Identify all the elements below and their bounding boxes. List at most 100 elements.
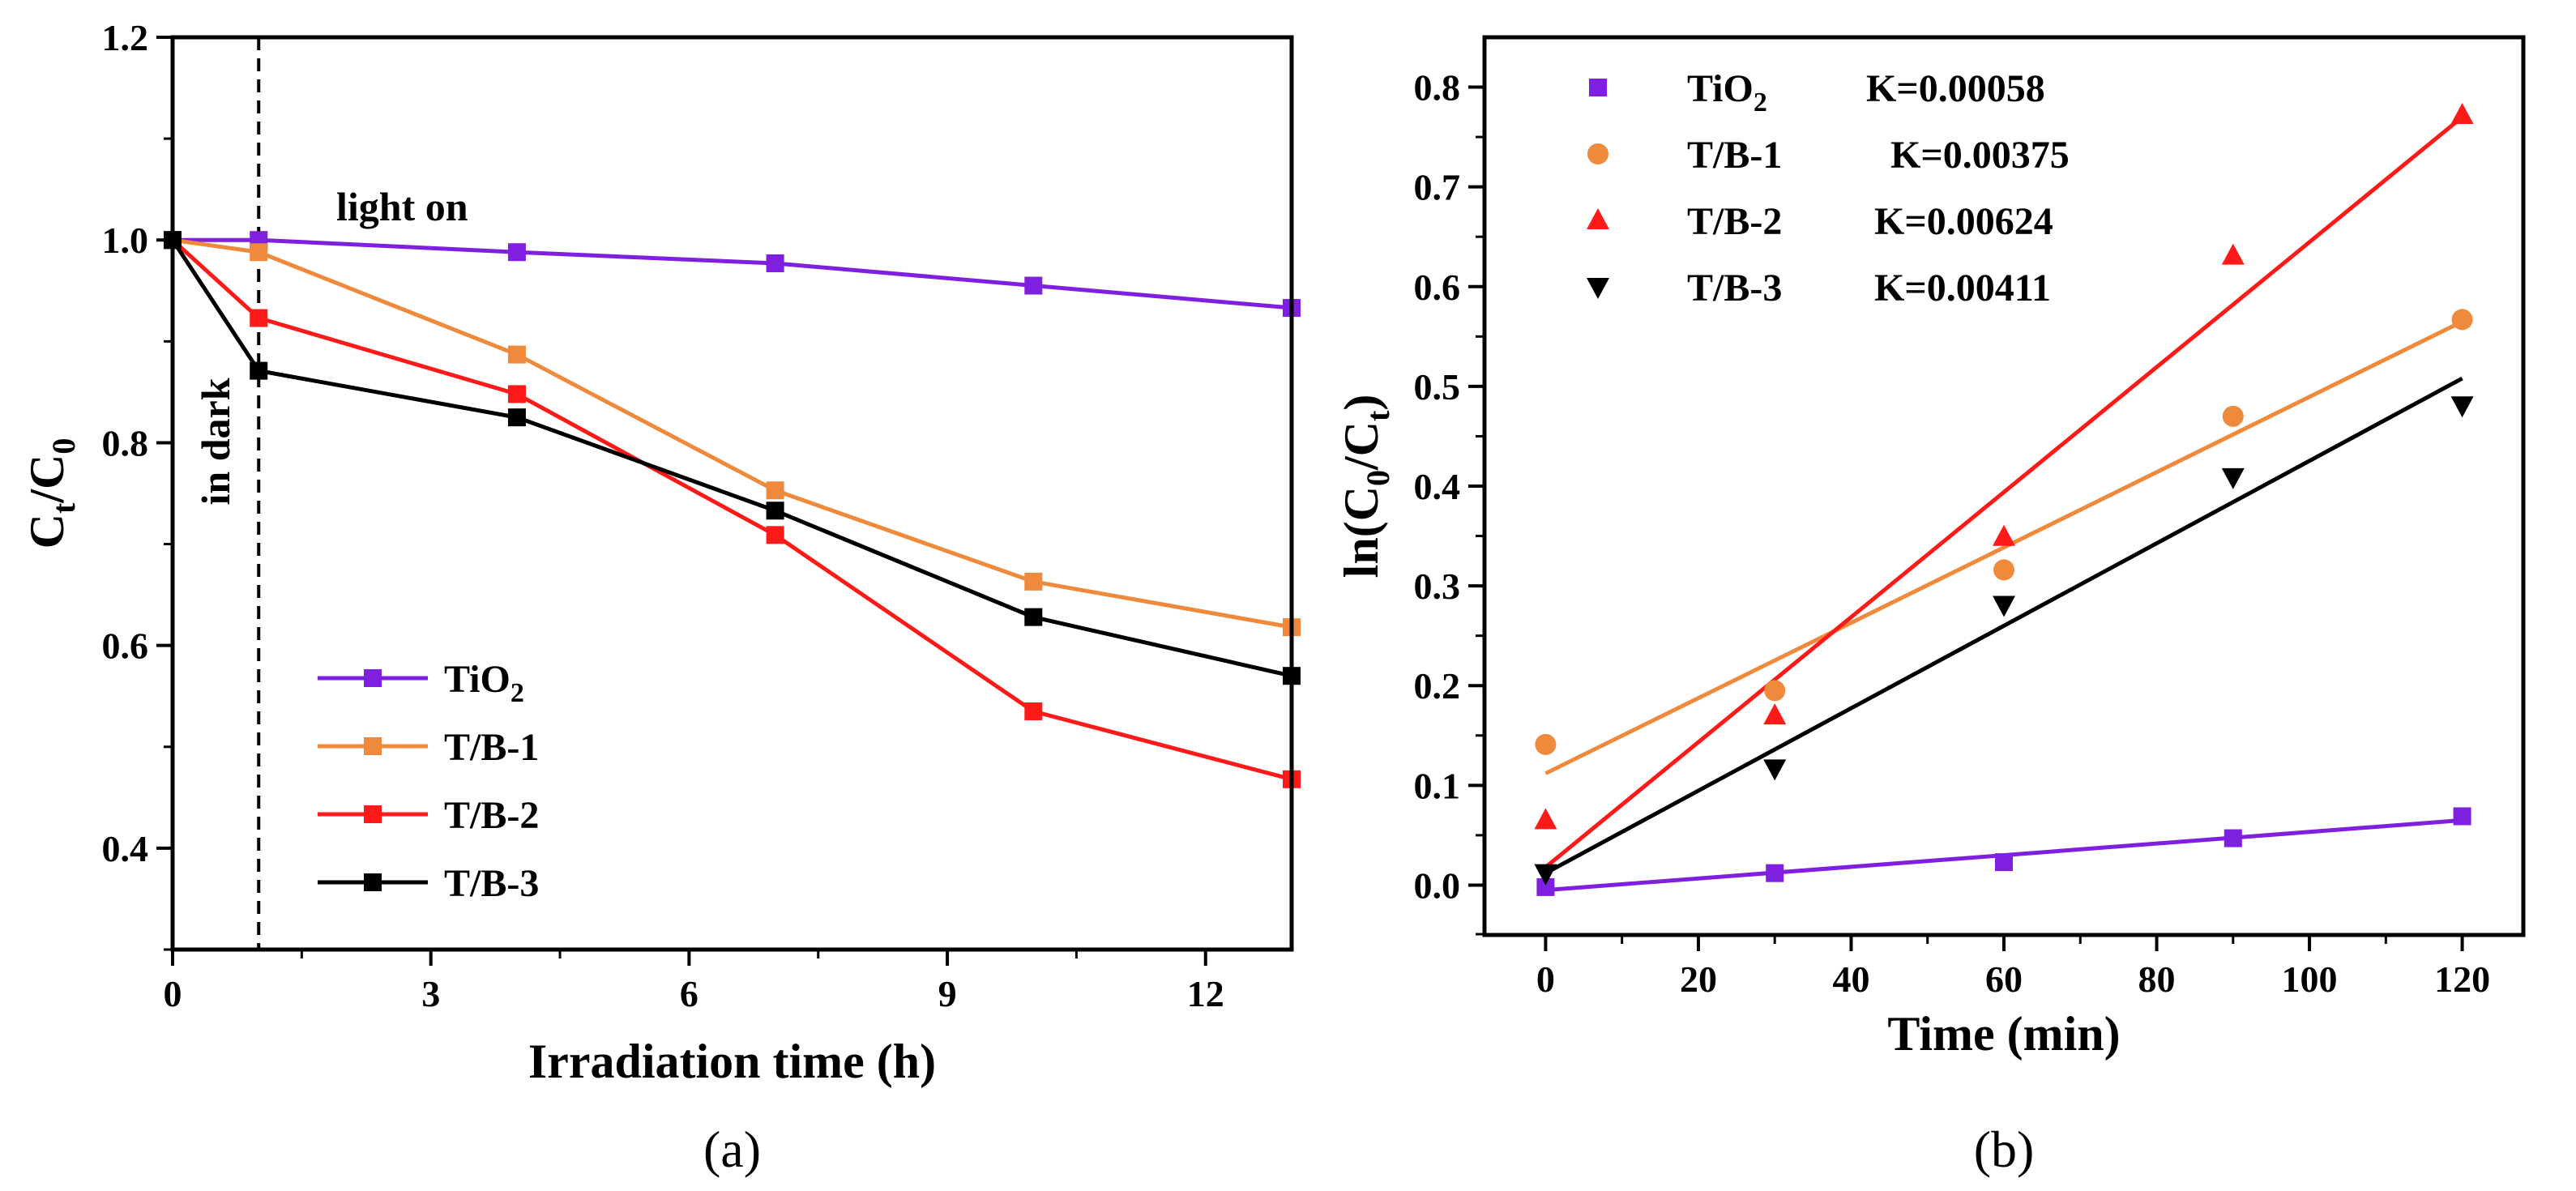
y-tick-label-a-3: 1.0: [102, 220, 149, 261]
series-b-2-point-2: [1993, 524, 2015, 546]
series-line-3: [170, 238, 1292, 678]
y-tick-label-b-5: 0.5: [1414, 366, 1461, 408]
fit-line-2: [1544, 115, 2464, 869]
y-axis-label-a: Ct/C0: [20, 438, 82, 549]
y-label-a-sub: 0: [45, 438, 82, 455]
plot-frame-a: [170, 35, 1294, 952]
x-tick-label-b-6: 120: [2434, 958, 2490, 1000]
y-tick-label-b-8: 0.8: [1414, 67, 1461, 109]
series-1-point-2: [507, 345, 526, 364]
legend-a-marker-2: [364, 805, 382, 823]
x-tick-label-b-2: 40: [1832, 958, 1869, 1000]
x-tick-label-b-5: 100: [2282, 958, 2338, 1000]
legend-a-label-base: TiO: [444, 658, 511, 701]
x-tick-label-b-1: 20: [1680, 958, 1717, 1000]
x-tick-label-a-0: 0: [164, 973, 182, 1014]
y-tick-label-b-0: 0.0: [1414, 864, 1461, 906]
series-0-point-2: [507, 243, 526, 262]
legend-b-k-0: K=0.00058: [1866, 67, 2045, 110]
series-b-3-point-2: [1993, 596, 2015, 617]
x-tick-label-b-0: 0: [1536, 958, 1555, 1000]
legend-a-label-sub: 2: [511, 678, 524, 708]
annotation-light-on: light on: [336, 184, 468, 229]
y-tick-label-a-4: 1.2: [102, 17, 149, 58]
series-1-point-3: [766, 481, 784, 500]
series-line-0: [173, 237, 1292, 310]
legend-a-marker-1: [364, 737, 382, 755]
series-b-2-point-4: [2450, 103, 2474, 125]
legend-b-label-base: T/B-1: [1687, 134, 1782, 177]
y-label-b-part: ): [1335, 395, 1388, 411]
x-axis-label-a: Irradiation time (h): [528, 1035, 936, 1088]
series-3-point-2: [507, 408, 526, 427]
legend-a-marker-0: [364, 669, 382, 687]
series-b-3-point-0: [1534, 864, 1557, 886]
series-b-0-point-2: [1995, 853, 2013, 872]
legend-b-marker-2: [1587, 208, 1609, 229]
series-line-2: [171, 238, 1292, 782]
y-tick-label-a-1: 0.6: [102, 625, 149, 667]
y-tick-label-b-3: 0.3: [1414, 566, 1461, 607]
legend-b-k-2: K=0.00624: [1874, 200, 2053, 243]
series-b-1-point-1: [1764, 680, 1786, 702]
x-tick-label-b-4: 80: [2138, 958, 2176, 1000]
legend-b-label-base: T/B-2: [1687, 200, 1782, 243]
legend-a-label-base: T/B-3: [444, 862, 539, 905]
y-label-b-part: ln(C: [1335, 486, 1388, 578]
series-b-0-point-3: [2224, 829, 2242, 847]
y-tick-label-b-2: 0.2: [1414, 665, 1461, 706]
legend-a: TiO2 T/B-1 T/B-2 T/B-3: [318, 658, 539, 905]
x-tick-label-a-3: 9: [938, 973, 957, 1014]
series-0-point-4: [1024, 276, 1043, 295]
series-b-2-point-3: [2221, 243, 2245, 265]
y-tick-label-b-1: 0.1: [1414, 765, 1461, 806]
series-3-point-4: [1024, 608, 1043, 626]
legend-b-label-1: T/B-1: [1687, 134, 1782, 177]
panel-label-b: (b): [1974, 1121, 2035, 1178]
fit-line-3: [1544, 376, 2463, 875]
legend-a-label-base: T/B-1: [444, 726, 539, 769]
series-b-1-point-3: [2222, 405, 2244, 427]
y-axis-label-b: ln(C0/Ct): [1335, 395, 1396, 578]
legend-a-label-base: T/B-2: [444, 794, 539, 837]
y-label-a-part: C: [20, 514, 74, 549]
legend-b-label-3: T/B-3: [1687, 267, 1782, 309]
y-tick-label-b-6: 0.6: [1414, 267, 1461, 308]
series-3-point-1: [250, 361, 268, 380]
legend-b-label-0: TiO2: [1687, 67, 1767, 117]
series-line-1: [172, 237, 1292, 630]
annotation-in-dark: in dark: [193, 378, 238, 505]
legend-b-label-base: TiO: [1687, 67, 1754, 110]
x-tick-label-a-1: 3: [421, 973, 440, 1014]
x-tick-label-a-4: 12: [1187, 973, 1224, 1014]
legend-a-label-2: T/B-2: [444, 794, 539, 837]
legend-b-k-3: K=0.00411: [1874, 267, 2051, 309]
y-label-b-sub: t: [1360, 410, 1396, 421]
series-b-1-point-0: [1535, 733, 1557, 755]
chart-b: 0 20 40 60 80 100 1200.00.10.20.30.40.50.60.70…: [1335, 35, 2526, 1178]
legend-b-label-sub: 2: [1754, 88, 1767, 117]
legend-b-k-1: K=0.00375: [1890, 134, 2070, 177]
y-label-b-sub: 0: [1360, 470, 1396, 486]
y-tick-label-b-7: 0.7: [1414, 167, 1461, 208]
legend-b-marker-0: [1589, 79, 1607, 96]
x-axis-label-b: Time (min): [1887, 1007, 2120, 1061]
fit-line-1: [1544, 319, 2463, 775]
panel-label-a: (a): [703, 1121, 761, 1178]
y-label-a-part: C: [20, 455, 74, 489]
series-2-point-1: [250, 309, 268, 327]
y-tick-label-a-2: 0.8: [102, 422, 149, 463]
series-b-3-point-3: [2221, 467, 2245, 489]
series-b-1-point-2: [1993, 559, 2014, 581]
y-label-a-part: /: [20, 489, 74, 504]
series-b-2-point-1: [1763, 703, 1787, 725]
legend-a-marker-3: [364, 873, 382, 891]
series-0-point-3: [766, 254, 784, 272]
series-2-point-2: [507, 385, 526, 403]
series-b-0-point-4: [2453, 807, 2471, 826]
legend-b: TiO2 K=0.00058 T/B-1 K=0.00375 T/B-2 K=0.0062…: [1587, 67, 2070, 309]
legend-a-label-3: T/B-3: [444, 862, 539, 905]
series-2-point-4: [1024, 702, 1043, 720]
series-b-2-point-0: [1534, 808, 1557, 830]
series-b-3-point-1: [1763, 759, 1787, 781]
